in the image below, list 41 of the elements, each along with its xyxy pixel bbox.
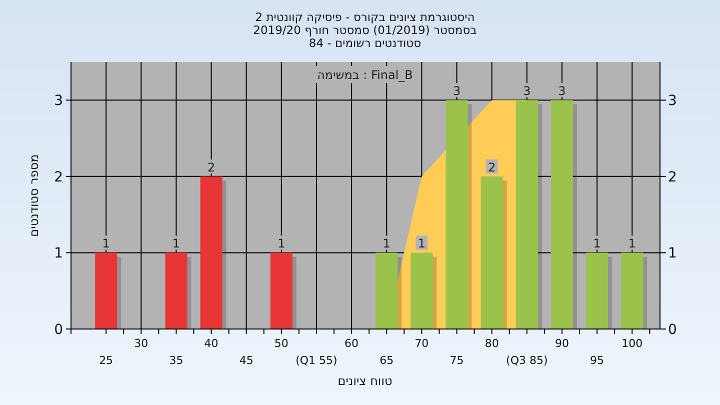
- data-label: 2: [488, 160, 496, 174]
- annotation: במשימה : Final_B: [317, 68, 413, 82]
- y2-tick-label: 3: [668, 93, 677, 110]
- x-tick-label: 70: [414, 337, 429, 350]
- x-tick-label: 45: [239, 354, 254, 367]
- x-tick-label: 90: [554, 337, 569, 350]
- chart-title: היסטוגרמת ציונים בקורס - פיסיקה קוונטית 2: [255, 10, 475, 24]
- y-tick-label: 1: [54, 246, 63, 262]
- x-tick-label: 25: [99, 354, 114, 367]
- x-tick-label: 35: [169, 354, 184, 367]
- x-tick-label: 65: [380, 354, 394, 367]
- y-tick-label: 0: [54, 322, 63, 338]
- x-axis-title: טווח ציונים: [338, 374, 392, 388]
- chart-subtitle: בסמסטר (01/2019) סמסטר חורף 2019/20 סטודנטים רשומים - 84: [253, 23, 478, 50]
- x-tick-label: 75: [450, 354, 464, 367]
- data-label: 1: [172, 236, 180, 251]
- y-tick-label: 2: [54, 169, 63, 186]
- x-tick-label: 100: [622, 337, 643, 350]
- data-label: 1: [418, 236, 426, 251]
- y-axis-title: מספר סטודנטים: [27, 154, 41, 237]
- data-label: 1: [382, 236, 390, 251]
- x-tick-label: 80: [484, 337, 499, 350]
- data-label: 3: [523, 84, 531, 98]
- x-tick-label: 30: [134, 337, 148, 350]
- data-label: 1: [628, 236, 636, 251]
- data-label: 1: [102, 236, 110, 251]
- x-tick-label: 60: [344, 337, 359, 350]
- x-tick-label: (Q1 55): [296, 354, 338, 367]
- y2-tick-label: 0: [668, 322, 677, 338]
- data-label: 3: [558, 84, 566, 98]
- x-tick-label: 95: [590, 354, 604, 367]
- y-tick-label: 3: [54, 93, 63, 110]
- data-label: 2: [207, 160, 216, 174]
- x-tick-label: 40: [204, 337, 218, 350]
- x-tick-label: 50: [274, 337, 288, 350]
- data-label: 1: [278, 236, 286, 251]
- y2-tick-label: 2: [668, 169, 677, 186]
- y2-tick-label: 1: [668, 246, 677, 262]
- x-tick-label: (Q3 85): [506, 354, 548, 367]
- data-label: 3: [452, 84, 461, 98]
- data-label: 1: [593, 236, 601, 251]
